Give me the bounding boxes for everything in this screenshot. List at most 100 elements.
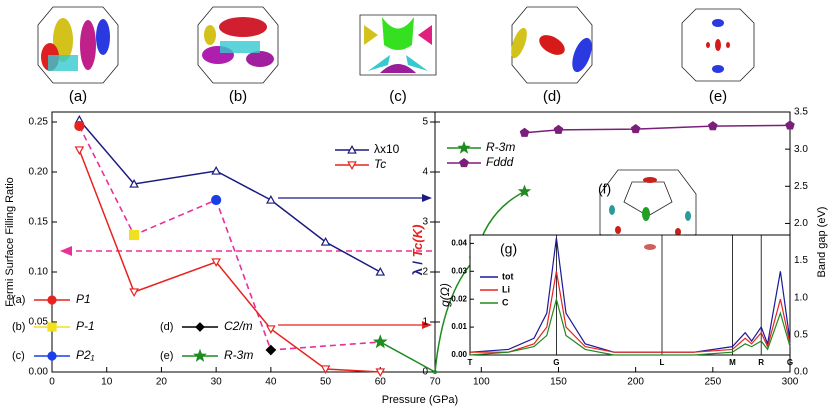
series-line — [524, 124, 791, 134]
legend-phase-label: (d) — [160, 321, 173, 333]
marker — [265, 344, 277, 356]
bz-face — [623, 181, 673, 217]
bz-blob — [642, 207, 650, 221]
panel-c-image — [359, 14, 437, 76]
series-line — [78, 119, 381, 273]
y3-tick-label: 1.0 — [794, 292, 808, 303]
legend-marker — [457, 140, 471, 154]
inset-x-tick-label: M — [729, 358, 736, 367]
marker — [708, 121, 718, 131]
bz-blob — [685, 211, 691, 221]
x-tick-label: 10 — [101, 377, 113, 388]
inset-y-tick-label: 0.00 — [451, 350, 467, 359]
marker — [320, 365, 331, 375]
marker — [553, 124, 564, 134]
legend-marker — [47, 295, 57, 305]
marker — [211, 194, 222, 206]
legend-label: P1 — [76, 292, 91, 306]
x-tick-label: 70 — [429, 377, 441, 388]
panel-label: (e) — [709, 88, 727, 105]
y2-axis-label-part: λ / — [410, 261, 425, 276]
legend-label: R-3m — [486, 140, 515, 154]
legend-label: λx10 — [374, 142, 400, 156]
x-tick-label: 150 — [550, 377, 567, 388]
legend-marker — [47, 322, 57, 332]
inset-y-tick-label: 0.02 — [451, 294, 467, 303]
legend-phase-label: (b) — [12, 321, 25, 333]
marker — [211, 258, 221, 268]
legend-marker — [195, 322, 205, 332]
x-axis-label: Pressure (GPa) — [382, 394, 458, 406]
panel-label: (c) — [389, 88, 407, 105]
x-tick-label: 200 — [627, 377, 644, 388]
y-axis-label: Fermi Surface Filling Ratio — [4, 177, 16, 307]
bz-blob — [615, 226, 621, 234]
y-tick-label: 0.20 — [29, 167, 49, 178]
legend-phase-label: (a) — [12, 294, 25, 306]
y2-axis-label: λ / Tc(K) — [410, 225, 425, 276]
y2-tick-label: 1 — [422, 317, 428, 328]
y3-tick-label: 2.5 — [794, 181, 808, 192]
y2-tick-label: 3 — [422, 217, 428, 228]
marker — [320, 236, 331, 246]
y2-axis-label-part: Tc(K) — [410, 225, 425, 258]
bz-blob — [644, 244, 656, 250]
panel-label: (b) — [229, 88, 247, 105]
x-tick-label: 40 — [265, 377, 277, 388]
inset-x-tick-label: R — [758, 358, 764, 367]
panel-label: (a) — [69, 88, 87, 105]
y3-tick-label: 0.5 — [794, 329, 808, 340]
legend-marker — [347, 144, 357, 154]
inset-frame — [469, 234, 791, 356]
y2-tick-label: 4 — [422, 167, 428, 178]
x-tick-label: 50 — [320, 377, 332, 388]
bz-blob — [643, 177, 657, 183]
y-tick-label: 0.25 — [29, 117, 49, 128]
panel-a-image — [37, 6, 119, 84]
marker — [375, 368, 386, 378]
x-tick-label: 250 — [704, 377, 721, 388]
y2-tick-label: 2 — [422, 267, 428, 278]
inset-y-axis-label: g(Ω) — [438, 283, 452, 307]
inset-legend-label: tot — [502, 271, 514, 281]
marker — [129, 288, 139, 298]
y-tick-label: 0.05 — [29, 317, 49, 328]
marker — [517, 184, 532, 198]
y3-tick-label: 1.5 — [794, 255, 808, 266]
y2-tick-label: 0 — [422, 367, 428, 378]
marker — [372, 334, 388, 349]
x-tick-label: 60 — [375, 377, 387, 388]
marker — [375, 266, 386, 276]
legend-label: R-3m — [224, 348, 253, 362]
marker — [785, 120, 795, 130]
inset-legend-label: Li — [502, 284, 510, 294]
legend-marker — [347, 161, 357, 171]
marker — [519, 127, 530, 137]
legend-label: Fddd — [486, 155, 514, 169]
fermi-surface-images — [37, 6, 755, 84]
inset-series-line — [470, 271, 791, 353]
panel-label: (d) — [543, 88, 561, 105]
legend-marker — [47, 351, 57, 361]
panel-b-image — [197, 6, 279, 84]
x-tick-label: 100 — [473, 377, 490, 388]
marker — [433, 370, 437, 374]
panel-d-image — [511, 6, 593, 84]
y3-tick-label: 3.0 — [794, 144, 808, 155]
arrows — [60, 194, 432, 329]
marker — [211, 165, 221, 175]
inset-label: (f) — [598, 181, 611, 197]
legend-phase-label: (c) — [12, 350, 25, 362]
y-tick-label: 0.15 — [29, 217, 49, 228]
inset-y-tick-label: 0.03 — [451, 266, 467, 275]
marker — [630, 124, 641, 134]
legend-marker — [193, 348, 207, 362]
bz-blob — [609, 205, 615, 215]
inset-label: (g) — [500, 241, 517, 257]
y2-tick-label: 5 — [422, 117, 428, 128]
legend-phase-label: (e) — [160, 350, 173, 362]
legend-label: P2₁ — [76, 348, 95, 362]
panel-e-image — [681, 8, 755, 82]
x-tick-label: 30 — [211, 377, 223, 388]
